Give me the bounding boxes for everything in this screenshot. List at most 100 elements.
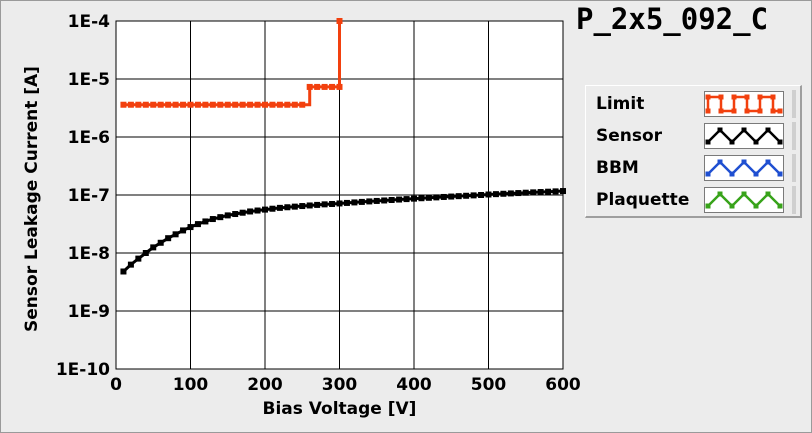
data-point xyxy=(522,189,529,196)
legend-scroll-edge xyxy=(792,154,796,182)
data-point xyxy=(478,192,485,198)
legend-swatch-plaquette[interactable] xyxy=(704,187,784,213)
data-point xyxy=(388,196,395,203)
legend-swatch-bbm[interactable] xyxy=(704,155,784,181)
data-point xyxy=(314,83,321,90)
series-limit xyxy=(120,18,343,108)
data-point xyxy=(537,189,544,196)
legend-marker xyxy=(757,94,763,100)
data-point xyxy=(217,101,224,108)
legend-marker xyxy=(718,94,724,100)
data-point xyxy=(194,101,201,108)
data-point xyxy=(403,196,410,203)
data-point xyxy=(366,198,373,205)
data-point xyxy=(306,202,313,209)
data-point xyxy=(500,190,507,197)
x-axis-title: Bias Voltage [V] xyxy=(263,399,417,419)
data-point xyxy=(418,195,425,202)
data-point xyxy=(127,101,134,108)
legend-marker xyxy=(753,203,759,209)
legend-label-sensor: Sensor xyxy=(596,126,663,146)
data-point xyxy=(247,208,254,215)
legend-marker xyxy=(705,171,711,177)
data-point xyxy=(150,101,157,108)
data-point xyxy=(381,197,388,204)
data-point xyxy=(142,101,149,108)
legend: Limit Sensor BBM Plaquette xyxy=(585,85,802,218)
data-point xyxy=(217,214,224,221)
data-point xyxy=(202,101,209,108)
x-tick-label: 400 xyxy=(396,375,432,395)
data-point xyxy=(269,205,276,212)
data-point xyxy=(232,101,239,108)
data-point xyxy=(239,101,246,108)
y-tick-label: 1E-10 xyxy=(56,360,110,380)
legend-item-plaquette: Plaquette xyxy=(586,184,798,216)
y-tick-label: 1E-6 xyxy=(68,128,110,148)
data-point xyxy=(127,261,134,268)
data-point xyxy=(463,192,470,199)
legend-marker xyxy=(753,139,759,145)
data-point xyxy=(552,188,559,195)
data-point xyxy=(455,193,462,200)
data-point xyxy=(262,101,268,108)
data-point xyxy=(232,211,239,218)
series-sensor xyxy=(120,188,566,275)
data-point xyxy=(343,199,350,206)
legend-item-limit: Limit xyxy=(586,88,798,120)
legend-marker xyxy=(731,94,737,100)
data-point xyxy=(239,209,246,216)
legend-marker xyxy=(777,171,783,177)
legend-marker xyxy=(744,108,750,114)
legend-scroll-edge xyxy=(792,90,796,118)
legend-swatch-limit[interactable] xyxy=(704,91,784,117)
legend-marker xyxy=(729,139,735,145)
data-point xyxy=(284,101,291,108)
legend-label-limit: Limit xyxy=(596,94,645,114)
x-tick-label: 200 xyxy=(247,375,283,395)
series-layer xyxy=(120,18,566,275)
legend-marker xyxy=(770,108,776,114)
data-point xyxy=(120,101,127,108)
data-point xyxy=(224,212,231,219)
data-point xyxy=(440,193,447,200)
data-point xyxy=(276,101,283,108)
data-point xyxy=(291,101,298,108)
legend-marker xyxy=(777,203,783,209)
data-point xyxy=(314,201,321,208)
data-point xyxy=(321,83,328,90)
data-point xyxy=(329,200,336,207)
data-point xyxy=(157,101,164,108)
data-point xyxy=(545,188,552,195)
legend-marker xyxy=(717,127,723,133)
data-point xyxy=(291,203,298,210)
data-point xyxy=(276,204,283,211)
legend-item-bbm: BBM xyxy=(586,152,798,184)
data-point xyxy=(373,197,380,204)
y-tick-label: 1E-7 xyxy=(68,186,110,206)
data-point xyxy=(299,203,306,210)
legend-marker xyxy=(717,191,723,197)
data-point xyxy=(187,101,194,108)
x-tick-label: 600 xyxy=(545,375,581,395)
data-point xyxy=(269,101,276,108)
data-point xyxy=(135,101,142,108)
data-point xyxy=(172,101,179,108)
legend-swatch-sensor[interactable] xyxy=(704,123,784,149)
legend-marker xyxy=(765,191,771,197)
legend-marker xyxy=(729,171,735,177)
legend-label-bbm: BBM xyxy=(596,158,639,178)
data-point xyxy=(433,194,440,201)
legend-marker xyxy=(741,159,747,165)
data-point xyxy=(254,101,261,108)
data-point xyxy=(470,192,477,199)
data-point xyxy=(396,196,403,203)
data-point xyxy=(209,101,216,108)
legend-marker xyxy=(777,108,783,114)
legend-marker xyxy=(705,203,711,209)
legend-item-sensor: Sensor xyxy=(586,120,798,152)
grid xyxy=(115,20,564,370)
data-point xyxy=(336,200,343,207)
data-point xyxy=(507,190,514,197)
